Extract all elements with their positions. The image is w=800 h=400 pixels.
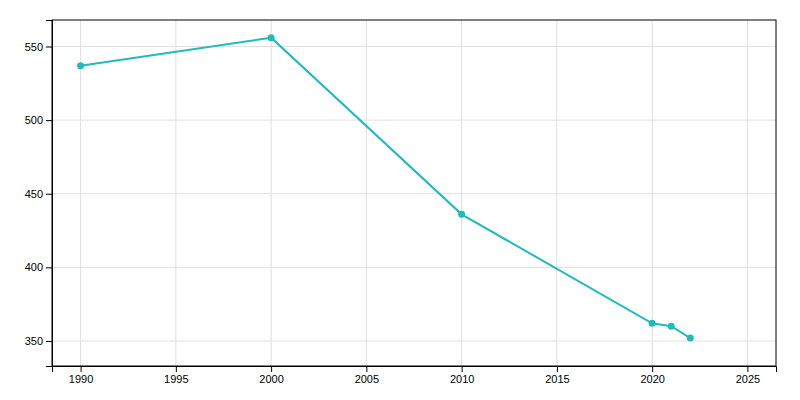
x-tick-mark bbox=[747, 366, 748, 372]
x-tick: 2000 bbox=[259, 366, 283, 385]
y-tick-mark bbox=[46, 267, 52, 268]
x-tick-label: 2005 bbox=[355, 373, 379, 385]
point bbox=[687, 335, 694, 342]
y-axis-line bbox=[46, 21, 53, 367]
y-grid-line bbox=[52, 267, 776, 268]
x-axis: 1990 1995 2000 2005 2010 2015 2020 2025 bbox=[53, 366, 777, 385]
point bbox=[77, 62, 84, 69]
grid bbox=[52, 20, 776, 366]
x-tick: 2025 bbox=[736, 366, 760, 385]
x-grid-line bbox=[175, 20, 176, 366]
y-tick: 550 bbox=[25, 41, 52, 53]
y-grid-line bbox=[52, 46, 776, 47]
x-tick-label: 2020 bbox=[640, 373, 664, 385]
y-tick-label: 550 bbox=[25, 41, 43, 53]
x-tick: 1990 bbox=[69, 366, 93, 385]
x-tick: 2020 bbox=[640, 366, 664, 385]
y-tick-label: 350 bbox=[25, 335, 43, 347]
x-grid-line bbox=[652, 20, 653, 366]
point bbox=[668, 323, 675, 330]
y-tick: 500 bbox=[25, 114, 52, 126]
y-tick-label: 400 bbox=[25, 261, 43, 273]
chart: 1990 1995 2000 2005 2010 2015 2020 2025 350 400 45… bbox=[0, 0, 800, 400]
line bbox=[81, 38, 691, 338]
x-tick-label: 2025 bbox=[736, 373, 760, 385]
x-grid-line bbox=[747, 20, 748, 366]
y-tick-label: 450 bbox=[25, 188, 43, 200]
point bbox=[458, 211, 465, 218]
x-tick: 2005 bbox=[355, 366, 379, 385]
y-tick-mark bbox=[46, 47, 52, 48]
data-layer bbox=[77, 34, 694, 341]
x-tick-label: 2000 bbox=[259, 373, 283, 385]
y-grid-line bbox=[52, 340, 776, 341]
x-grid-line bbox=[556, 20, 557, 366]
y-grid-line bbox=[52, 193, 776, 194]
x-tick-mark bbox=[81, 366, 82, 372]
y-tick-mark bbox=[46, 341, 52, 342]
x-tick-label: 2010 bbox=[450, 373, 474, 385]
y-tick: 350 bbox=[25, 335, 52, 347]
x-tick-mark bbox=[462, 366, 463, 372]
y-tick-label: 500 bbox=[25, 114, 43, 126]
x-tick: 1995 bbox=[164, 366, 188, 385]
x-grid-line bbox=[461, 20, 462, 366]
x-grid-line bbox=[366, 20, 367, 366]
y-tick: 400 bbox=[25, 261, 52, 273]
x-tick-mark bbox=[366, 366, 367, 372]
x-tick-mark bbox=[176, 366, 177, 372]
x-tick-mark bbox=[557, 366, 558, 372]
x-tick-label: 2015 bbox=[545, 373, 569, 385]
x-axis-line bbox=[53, 367, 777, 373]
x-tick-mark bbox=[271, 366, 272, 372]
y-tick-mark bbox=[46, 194, 52, 195]
point bbox=[649, 320, 656, 327]
x-grid-line bbox=[80, 20, 81, 366]
x-tick: 2015 bbox=[545, 366, 569, 385]
point bbox=[268, 34, 275, 41]
y-axis: 350 400 450 500 550 bbox=[25, 21, 53, 367]
y-grid-line bbox=[52, 120, 776, 121]
plot: 1990 1995 2000 2005 2010 2015 2020 2025 350 400 45… bbox=[25, 20, 777, 385]
y-tick: 450 bbox=[25, 188, 52, 200]
x-tick-label: 1995 bbox=[164, 373, 188, 385]
x-tick-label: 1990 bbox=[69, 373, 93, 385]
y-tick-mark bbox=[46, 120, 52, 121]
x-tick: 2010 bbox=[450, 366, 474, 385]
x-tick-mark bbox=[652, 366, 653, 372]
plot-frame bbox=[52, 20, 776, 366]
x-grid-line bbox=[271, 20, 272, 366]
